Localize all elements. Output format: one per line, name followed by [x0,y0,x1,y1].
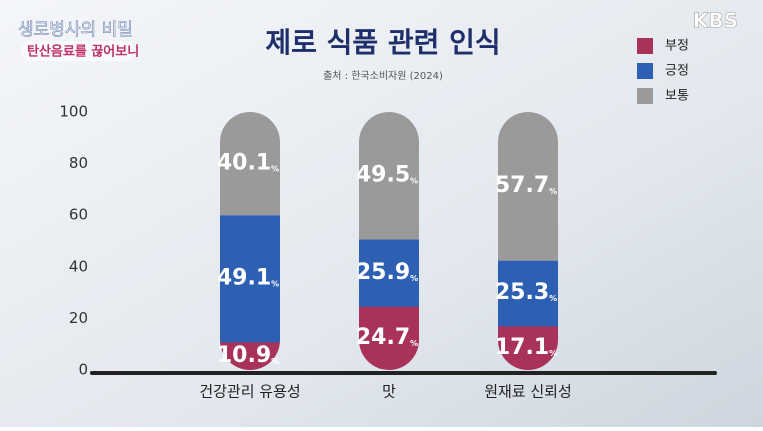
data-label: 25.9% [356,260,418,285]
bar-group [220,112,280,370]
data-label: 17.1% [495,335,557,360]
data-label: 57.7% [495,173,557,198]
y-tick-label: 0 [78,361,88,379]
bar-group [498,112,558,370]
legend-label: 부정 [665,39,689,54]
bar-segment [498,260,558,327]
legend-label: 긍정 [665,64,689,79]
x-tick-label: 건강관리 유용성 [199,383,300,401]
x-tick-label: 원재료 신뢰성 [484,383,572,401]
y-tick-label: 20 [69,309,88,327]
legend-swatch [637,63,653,79]
y-tick-label: 40 [69,257,88,275]
y-tick-label: 80 [69,154,88,172]
logo: KBS [693,9,738,33]
bar-segment [359,306,419,370]
data-label: 49.5% [356,163,418,188]
episode-badge [22,41,134,61]
bar-segment [359,112,419,240]
y-tick-label: 60 [69,206,88,224]
bar-segment [359,239,419,307]
show-title: 생로병사의 비밀 [18,20,133,40]
chart-subtitle: 출처 : 한국소비자원 (2024) [323,70,443,82]
bar-group [359,112,419,370]
data-label: 10.9% [217,343,279,368]
legend-swatch [637,88,653,104]
data-label: 40.1% [217,150,279,175]
x-tick-label: 맛 [382,383,396,401]
data-label: 49.1% [217,266,279,291]
bar-segment [220,112,280,216]
y-tick-label: 100 [59,103,88,121]
bar-segment [220,215,280,343]
legend-swatch [637,38,653,54]
data-label: 25.3% [495,280,557,305]
legend-label: 보통 [665,89,689,104]
bar-segment [498,112,558,261]
chart-title: 제로 식품 관련 인식 [265,26,500,59]
data-label: 24.7% [356,325,418,350]
episode-title: 탄산음료를 끊어보니 [27,44,139,60]
